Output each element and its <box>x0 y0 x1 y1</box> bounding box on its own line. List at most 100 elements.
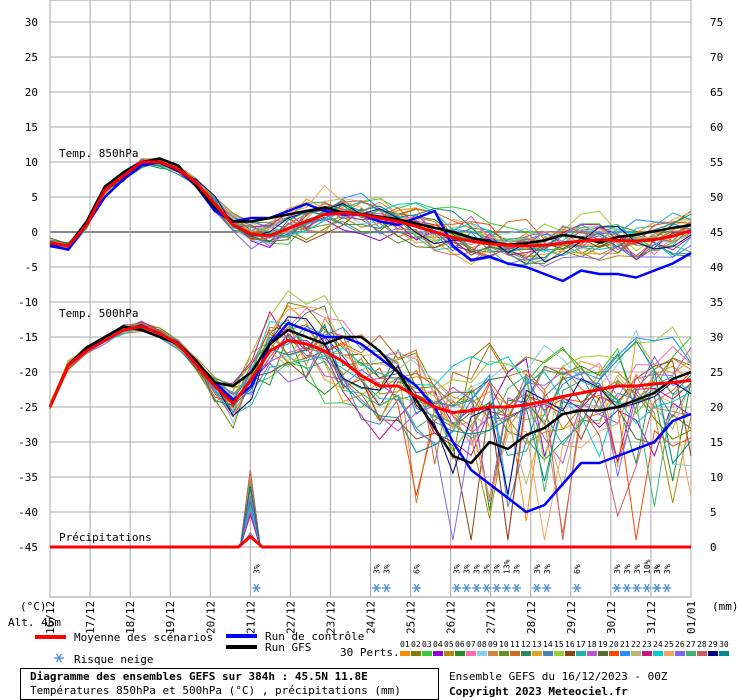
pert-legend-number: 02 <box>411 640 421 649</box>
x-tick-label: 26/12 <box>445 601 458 634</box>
pert-legend-number: 26 <box>675 640 685 649</box>
snowflake-stroke <box>413 583 420 593</box>
snow-risk-pct: 3% <box>653 564 662 574</box>
snow-risk-marker: 3% <box>632 564 642 593</box>
x-tick-label: 30/12 <box>605 601 618 634</box>
left-axis-ticks: 30 25 20 15 10 5 0 -5 -10 -15 -20 -25 -30 -35 -40 -45 <box>18 16 38 554</box>
perturbation-line <box>49 310 692 462</box>
pert-legend-number: 09 <box>488 640 498 649</box>
snowflake-stroke <box>634 583 640 593</box>
precip-mean-line <box>50 534 691 549</box>
x-tick-label: 29/12 <box>565 601 578 634</box>
pert-legend-number: 14 <box>543 640 553 649</box>
pert-legend-swatch <box>609 651 619 656</box>
right-tick-label: 30 <box>710 331 723 344</box>
snowflake-stroke <box>55 653 63 663</box>
snow-risk-pct: 3% <box>373 564 382 574</box>
right-tick-label: 50 <box>710 191 723 204</box>
right-tick-label: 25 <box>710 366 723 379</box>
snowflake-stroke <box>533 583 540 593</box>
x-tick-label: 28/12 <box>525 601 538 634</box>
left-tick-label: -25 <box>18 401 38 414</box>
snowflake-stroke <box>614 583 620 593</box>
snowflake-stroke <box>463 583 470 593</box>
legend-snow-label: Risque neige <box>74 653 153 666</box>
snow-risk-marker: 3% <box>512 564 522 593</box>
footer-subtitle: Températures 850hPa et 500hPa (°C) , pré… <box>30 684 401 697</box>
pert-legend-number: 18 <box>587 640 597 649</box>
pert-legend-swatch <box>444 651 454 656</box>
right-tick-label: 70 <box>710 51 723 64</box>
pert-legend-number: 06 <box>455 640 465 649</box>
right-tick-label: 55 <box>710 156 723 169</box>
footer-title-box: Diagramme des ensembles GEFS sur 384h : … <box>20 668 439 700</box>
left-tick-label: -45 <box>18 541 38 554</box>
pert-legend-swatch <box>532 651 542 656</box>
pert-legend-swatch <box>488 651 498 656</box>
snowflake-stroke <box>373 583 380 593</box>
snow-risk-marker: 3% <box>532 564 542 593</box>
snow-risk-marker: 3% <box>662 564 672 593</box>
x-tick-label: 23/12 <box>324 601 337 634</box>
right-tick-label: 20 <box>710 401 723 414</box>
x-tick-label: 20/12 <box>204 601 217 634</box>
snowflake-stroke <box>503 583 510 593</box>
left-tick-label: -5 <box>25 261 38 274</box>
pert-legend-number: 07 <box>466 640 476 649</box>
pert-legend-swatch <box>664 651 674 656</box>
pert-legend-swatch <box>697 651 707 656</box>
left-tick-label: 15 <box>25 121 38 134</box>
snow-risk-marker: 3% <box>652 564 662 593</box>
left-tick-label: 20 <box>25 86 38 99</box>
snow-risk-pct: 3% <box>513 564 522 574</box>
pert-legend-swatch <box>576 651 586 656</box>
snowflake-stroke <box>654 583 660 593</box>
snow-risk-marker: 3% <box>372 564 382 593</box>
snow-risk-pct: 6% <box>573 564 582 574</box>
pert-legend-number: 22 <box>631 640 641 649</box>
left-tick-label: -15 <box>18 331 38 344</box>
left-tick-label: 25 <box>25 51 38 64</box>
right-tick-label: 5 <box>710 506 717 519</box>
snowflake-icon <box>54 653 64 663</box>
snow-risk-pct: 3% <box>533 564 542 574</box>
pert-legend-number: 12 <box>521 640 531 649</box>
left-tick-label: -10 <box>18 296 38 309</box>
x-tick-label: 19/12 <box>164 601 177 634</box>
snowflake-stroke <box>493 583 500 593</box>
right-tick-label: 35 <box>710 296 723 309</box>
snow-risk-pct: 3% <box>252 564 261 574</box>
right-tick-label: 15 <box>710 436 723 449</box>
footer-title: Diagramme des ensembles GEFS sur 384h : … <box>30 670 368 683</box>
snow-risk-marker: 10% <box>642 559 652 593</box>
snow-risk-marker: 3% <box>251 564 261 593</box>
snow-risk-marker: 3% <box>482 564 492 593</box>
pert-legend-swatch <box>719 651 729 656</box>
snow-risk-marker: 3% <box>462 564 472 593</box>
snow-risk-pct: 3% <box>613 564 622 574</box>
pert-legend-number: 21 <box>620 640 630 649</box>
pert-legend-number: 08 <box>477 640 487 649</box>
pert-legend-swatch <box>642 651 652 656</box>
t500-gfs-line <box>48 325 692 465</box>
pert-legend-number: 10 <box>499 640 509 649</box>
t500-mean-line <box>48 325 692 415</box>
left-tick-label: 30 <box>25 16 38 29</box>
pert-legend-swatch <box>455 651 465 656</box>
pert-legend-swatch <box>708 651 718 656</box>
pert-legend-swatch <box>477 651 487 656</box>
left-axis-unit: (°C) <box>20 600 47 613</box>
pert-legend-number: 24 <box>653 640 663 649</box>
left-tick-label: 0 <box>31 226 38 239</box>
snowflake-stroke <box>543 583 550 593</box>
snowflake-stroke <box>624 583 630 593</box>
precip-lines <box>50 469 691 549</box>
snow-risk-marker: 3% <box>612 564 622 593</box>
pert-legend-swatch <box>653 651 663 656</box>
pert-legend-swatch <box>686 651 696 656</box>
snow-risk-marker: 6% <box>572 564 582 593</box>
left-tick-label: 5 <box>31 191 38 204</box>
snow-risk-pct: 3% <box>483 564 492 574</box>
left-tick-label: -40 <box>18 506 38 519</box>
pert-legend-swatch <box>620 651 630 656</box>
